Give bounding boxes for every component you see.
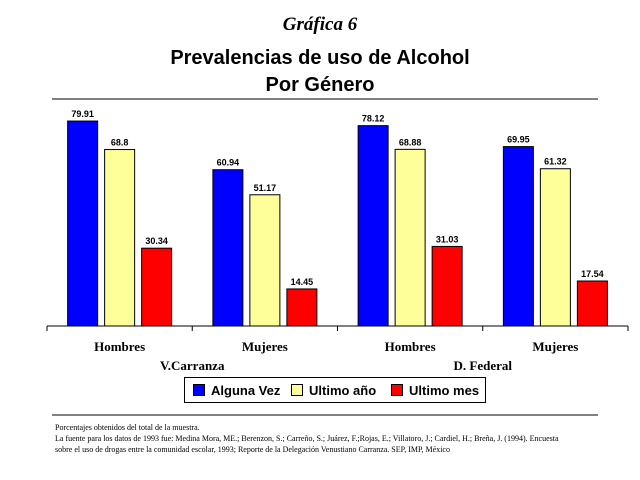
category-label: Mujeres xyxy=(532,339,578,354)
data-label: 17.54 xyxy=(581,269,604,279)
bar xyxy=(104,149,136,327)
legend-swatch xyxy=(391,384,403,396)
source-notes: Porcentajes obtenidos del total de la mu… xyxy=(55,422,625,455)
bar xyxy=(357,125,389,327)
category-label: Hombres xyxy=(385,339,436,354)
bar xyxy=(502,146,534,327)
data-label: 68.88 xyxy=(399,137,422,147)
data-label: 69.95 xyxy=(507,135,530,145)
note-line: Porcentajes obtenidos del total de la mu… xyxy=(55,423,200,432)
bar xyxy=(576,280,608,327)
legend-item-alguna-vez: Alguna Vez xyxy=(193,382,280,398)
legend-swatch xyxy=(291,384,303,396)
data-label: 78.12 xyxy=(362,114,385,124)
legend-label: Alguna Vez xyxy=(211,382,281,398)
chart-legend: Alguna Vez Ultimo año Ultimo mes xyxy=(184,377,486,403)
bar xyxy=(249,194,281,327)
bar xyxy=(431,245,463,327)
data-label: 14.45 xyxy=(291,277,314,287)
legend-swatch xyxy=(193,384,205,396)
data-label: 51.17 xyxy=(254,183,277,193)
data-label: 60.94 xyxy=(217,158,240,168)
group-label: V.Carranza xyxy=(160,358,225,373)
bar xyxy=(67,120,99,327)
legend-label: Ultimo mes xyxy=(409,382,480,398)
bottom-divider xyxy=(52,414,598,416)
category-label: Mujeres xyxy=(242,339,288,354)
bar xyxy=(141,247,173,327)
bar xyxy=(539,168,571,327)
data-label: 79.91 xyxy=(71,109,94,119)
data-label: 68.8 xyxy=(111,138,129,148)
data-label: 31.03 xyxy=(436,234,459,244)
note-line: La fuente para los datos de 1993 fue: Me… xyxy=(55,434,559,443)
group-label: D. Federal xyxy=(454,358,513,373)
chart-title: Prevalencias de uso de Alcohol xyxy=(170,47,470,69)
chart-subtitle: Por Género xyxy=(265,74,375,96)
top-divider xyxy=(52,98,598,100)
bar xyxy=(394,148,426,327)
legend-label: Ultimo año xyxy=(309,382,377,398)
bar xyxy=(212,169,244,327)
note-line: sobre el uso de drogas entre la comunida… xyxy=(55,445,450,454)
category-label: Hombres xyxy=(94,339,145,354)
legend-item-ultimo-ano: Ultimo año xyxy=(291,382,376,398)
legend-item-ultimo-mes: Ultimo mes xyxy=(391,382,479,398)
bar xyxy=(286,288,318,327)
data-label: 61.32 xyxy=(544,157,567,167)
data-label: 30.34 xyxy=(145,236,168,246)
chart-kicker: Gráfica 6 xyxy=(282,14,358,35)
